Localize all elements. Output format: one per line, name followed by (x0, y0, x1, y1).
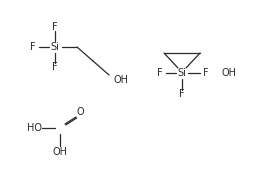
Text: Si: Si (51, 42, 59, 52)
Text: F: F (52, 22, 58, 32)
Text: F: F (203, 68, 209, 78)
Text: F: F (157, 68, 163, 78)
Text: F: F (179, 89, 185, 99)
Text: O: O (76, 107, 84, 117)
Text: OH: OH (222, 68, 237, 78)
Text: OH: OH (113, 75, 128, 85)
Text: F: F (30, 42, 36, 52)
Text: Si: Si (178, 68, 186, 78)
Text: F: F (52, 62, 58, 72)
Text: HO: HO (26, 123, 41, 133)
Text: OH: OH (53, 147, 68, 157)
